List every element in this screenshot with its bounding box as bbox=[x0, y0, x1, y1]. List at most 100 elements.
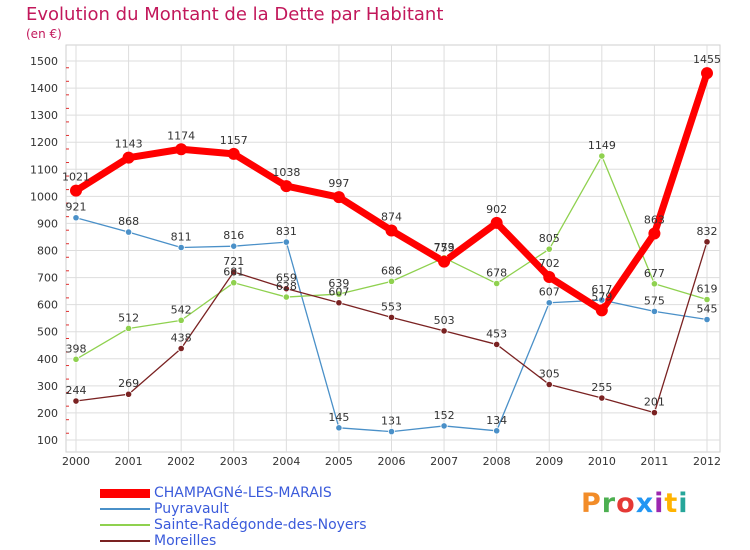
data-point bbox=[230, 279, 238, 287]
data-label: 831 bbox=[276, 225, 297, 238]
data-label: 134 bbox=[486, 414, 507, 427]
data-label: 503 bbox=[434, 314, 455, 327]
data-label: 721 bbox=[223, 255, 244, 268]
data-point bbox=[703, 238, 711, 246]
data-point bbox=[387, 313, 396, 321]
data-point bbox=[282, 238, 290, 246]
data-label: 702 bbox=[539, 257, 560, 270]
data-point bbox=[122, 151, 135, 164]
data-label: 145 bbox=[328, 411, 349, 424]
data-point bbox=[227, 147, 240, 160]
logo-letter: P bbox=[581, 488, 602, 519]
data-point bbox=[438, 255, 451, 268]
plot-frame bbox=[65, 44, 721, 453]
legend-item: Moreilles bbox=[100, 533, 367, 549]
data-point bbox=[124, 390, 133, 398]
data-label: 1455 bbox=[693, 53, 721, 66]
y-tick-label: 600 bbox=[37, 299, 58, 312]
data-point bbox=[335, 299, 343, 307]
data-point bbox=[701, 67, 713, 80]
data-label: 816 bbox=[223, 229, 244, 242]
data-label: 398 bbox=[66, 342, 87, 355]
data-point bbox=[493, 427, 501, 435]
data-point bbox=[545, 245, 553, 253]
data-label: 902 bbox=[486, 203, 507, 216]
x-tick-label: 2003 bbox=[220, 455, 248, 468]
data-label: 1149 bbox=[588, 139, 616, 152]
data-point bbox=[598, 394, 606, 402]
legend-swatch bbox=[100, 524, 150, 526]
data-label: 759 bbox=[434, 242, 455, 255]
logo-letter: r bbox=[601, 488, 617, 519]
data-point bbox=[650, 307, 659, 316]
logo-letter: x bbox=[635, 488, 655, 519]
data-label: 617 bbox=[591, 283, 612, 296]
data-label: 773 bbox=[434, 241, 455, 254]
logo-letter: i bbox=[654, 488, 665, 519]
data-point bbox=[72, 214, 80, 222]
data-point bbox=[230, 268, 238, 276]
data-label: 553 bbox=[381, 300, 402, 313]
x-tick-label: 2002 bbox=[167, 455, 195, 468]
data-label: 619 bbox=[697, 282, 718, 295]
data-label: 453 bbox=[486, 327, 507, 340]
series-data-labels: 921 868 811 816 831 145 131 152 134 607 617 575 545 3… bbox=[62, 53, 721, 427]
data-point bbox=[490, 216, 503, 229]
data-point bbox=[545, 380, 553, 389]
y-tick-label: 1300 bbox=[30, 109, 58, 122]
data-label: 305 bbox=[539, 368, 560, 381]
y-tick-label: 800 bbox=[37, 245, 58, 258]
data-point bbox=[650, 409, 659, 417]
data-label: 579 bbox=[591, 290, 612, 303]
data-label: 677 bbox=[644, 267, 665, 280]
data-label: 639 bbox=[328, 277, 349, 290]
x-tick-label: 2006 bbox=[378, 455, 406, 468]
y-tick-label: 400 bbox=[37, 353, 58, 366]
legend-item: Sainte-Radégonde-des-Noyers bbox=[100, 517, 367, 533]
legend-label: Puyravault bbox=[154, 501, 229, 517]
y-axis-ticks: 100 200 300 400 500 600 700 800 900 1000 1100 1200 1… bbox=[30, 55, 58, 447]
data-label: 438 bbox=[171, 331, 192, 344]
data-label: 921 bbox=[66, 201, 87, 214]
data-label: 868 bbox=[118, 215, 139, 228]
data-point bbox=[332, 191, 345, 204]
data-point bbox=[335, 290, 343, 298]
y-tick-label: 1400 bbox=[30, 82, 58, 95]
logo-letter: o bbox=[616, 488, 636, 519]
y-tick-label: 500 bbox=[37, 326, 58, 339]
data-point bbox=[124, 228, 133, 236]
data-label: 681 bbox=[223, 266, 244, 279]
chart-subtitle: (en €) bbox=[26, 27, 62, 41]
data-label: 1038 bbox=[272, 166, 300, 179]
data-label: 607 bbox=[328, 286, 349, 299]
legend: CHAMPAGNé-LES-MARAIS Puyravault Sainte-R… bbox=[100, 485, 367, 549]
data-label: 1143 bbox=[115, 138, 143, 151]
data-label: 1157 bbox=[220, 134, 248, 147]
data-label: 628 bbox=[276, 280, 297, 293]
data-point bbox=[703, 315, 711, 324]
plot-background bbox=[65, 44, 721, 453]
legend-swatch bbox=[100, 488, 150, 498]
data-label: 805 bbox=[539, 232, 560, 245]
y-tick-label: 1500 bbox=[30, 55, 58, 68]
data-point bbox=[387, 428, 396, 436]
data-point bbox=[598, 152, 606, 160]
data-point bbox=[648, 227, 661, 240]
data-label: 1021 bbox=[62, 171, 90, 184]
data-point bbox=[280, 180, 293, 193]
y-tick-label: 200 bbox=[37, 407, 58, 420]
data-label: 542 bbox=[171, 303, 192, 316]
series-points bbox=[70, 67, 713, 436]
data-point bbox=[703, 295, 711, 304]
x-tick-label: 2001 bbox=[115, 455, 143, 468]
y-tick-label: 1200 bbox=[30, 136, 58, 149]
legend-label: Sainte-Radégonde-des-Noyers bbox=[154, 517, 367, 533]
data-label: 811 bbox=[171, 231, 192, 244]
x-tick-label: 2009 bbox=[535, 455, 563, 468]
x-tick-label: 2008 bbox=[483, 455, 511, 468]
data-point bbox=[493, 279, 501, 288]
data-label: 874 bbox=[381, 210, 402, 223]
legend-label: CHAMPAGNé-LES-MARAIS bbox=[154, 485, 332, 501]
data-label: 152 bbox=[434, 409, 455, 422]
